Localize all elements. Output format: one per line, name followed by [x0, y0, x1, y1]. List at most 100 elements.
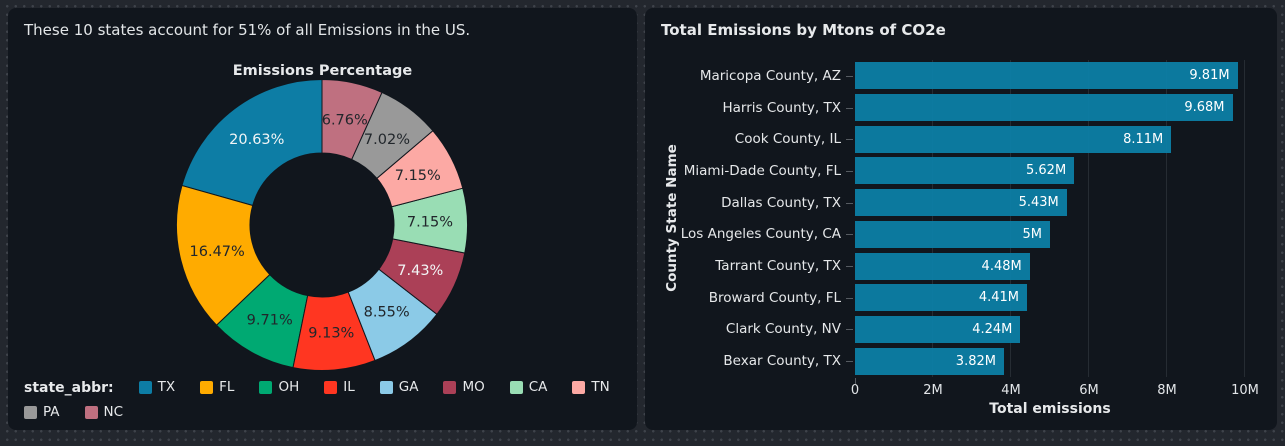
y-axis-tick: [846, 234, 853, 236]
legend-item-CA[interactable]: CA: [509, 378, 548, 397]
legend-item-NC[interactable]: NC: [84, 403, 124, 422]
y-axis-tick: [846, 139, 853, 141]
category-label: Harris County, TX: [722, 99, 841, 116]
pie-slice-label-GA: 8.55%: [364, 305, 410, 321]
legend-swatch-FL: [200, 381, 214, 394]
category-label: Cook County, IL: [734, 131, 841, 148]
bar-value-label: 4.48M: [981, 258, 1022, 274]
y-axis-tick: [846, 75, 853, 77]
legend-item-PA[interactable]: PA: [24, 403, 60, 422]
y-axis-label-row: Clark County, NV: [645, 314, 853, 346]
gridline-2M: [932, 60, 933, 377]
pie-slice-label-CA: 7.15%: [407, 215, 453, 231]
y-axis-label-row: Cook County, IL: [645, 123, 853, 155]
donut-chart: 20.63% 16.47% 9.71% 9.13% 8.55% 7.43% 7.15% 7.1…: [174, 77, 470, 373]
bar-maricopa-county-az[interactable]: 9.81M: [855, 62, 1238, 90]
bar-row: 4.41M: [855, 282, 1245, 314]
legend-item-OH[interactable]: OH: [259, 378, 299, 397]
pie-slice-TX[interactable]: [181, 78, 323, 207]
legend-label: TX: [157, 379, 176, 395]
bar-bexar-county-tx[interactable]: 3.82M: [855, 347, 1004, 375]
category-label: Dallas County, TX: [721, 194, 841, 211]
bar-harris-county-tx[interactable]: 9.68M: [855, 94, 1233, 122]
x-axis-tick-label-10M: 10M: [1231, 383, 1259, 398]
bar-cook-county-il[interactable]: 8.11M: [855, 125, 1172, 153]
y-axis-tick: [846, 266, 853, 268]
gridline-6M: [1088, 60, 1089, 377]
legend-swatch-IL: [324, 381, 338, 394]
category-label: Maricopa County, AZ: [699, 67, 841, 84]
x-axis-tick-label-4M: 4M: [1001, 383, 1021, 398]
bar-row: 5.43M: [855, 187, 1245, 219]
pie-slice-label-FL: 16.47%: [190, 244, 245, 260]
category-label: Bexar County, TX: [723, 353, 841, 370]
y-axis-labels: Maricopa County, AZ Harris County, TX Cook…: [645, 60, 853, 377]
pie-slice-NC[interactable]: [321, 78, 383, 161]
pie-chart-title: Emissions Percentage: [232, 63, 413, 79]
bar-dallas-county-tx[interactable]: 5.43M: [855, 189, 1067, 217]
category-label: Tarrant County, TX: [715, 258, 841, 275]
legend-item-GA[interactable]: GA: [379, 378, 418, 397]
bar-value-label: 9.81M: [1189, 68, 1230, 84]
y-axis-tick: [846, 170, 853, 172]
bar-row: 5.62M: [855, 155, 1245, 187]
bar-value-label: 5.62M: [1026, 163, 1067, 179]
bar-tarrant-county-tx[interactable]: 4.48M: [855, 252, 1030, 280]
pie-slice-label-OH: 9.71%: [247, 313, 293, 329]
y-axis-tick: [846, 297, 853, 299]
bar-row: 9.81M: [855, 60, 1245, 92]
legend-label: MO: [462, 379, 485, 395]
legend-label: IL: [343, 379, 355, 395]
pie-legend: state_abbr: TX FL OH IL GA MO CA TN PA NC: [24, 378, 625, 422]
bar-chart-panel: Total Emissions by Mtons of CO2e County …: [645, 8, 1277, 430]
legend-swatch-GA: [379, 381, 393, 394]
pie-slice-label-MO: 7.43%: [397, 263, 443, 279]
x-axis-zero-tick: [855, 378, 856, 384]
gridlines: [855, 60, 1245, 377]
bar-los-angeles-county-ca[interactable]: 5M: [855, 220, 1050, 248]
y-axis-tick: [846, 361, 853, 363]
pie-slice-label-IL: 9.13%: [308, 326, 354, 342]
gridline-8M: [1166, 60, 1167, 377]
y-axis-label-row: Maricopa County, AZ: [645, 60, 853, 92]
panel-header-text: These 10 states account for 51% of all E…: [24, 21, 471, 39]
bar-value-label: 5.43M: [1018, 195, 1059, 211]
donut-chart-svg: 20.63% 16.47% 9.71% 9.13% 8.55% 7.43% 7.15% 7.1…: [176, 78, 468, 371]
legend-item-MO[interactable]: MO: [443, 378, 485, 397]
legend-label: CA: [528, 379, 548, 395]
bar-row: 8.11M: [855, 123, 1245, 155]
y-axis-label-row: Dallas County, TX: [645, 187, 853, 219]
y-axis-tick: [846, 107, 853, 109]
bar-chart-title: Total Emissions by Mtons of CO2e: [661, 21, 946, 39]
bar-rows: 9.81M 9.68M 8.11M 5.62M 5.43M 5M 4.48M 4.41M 4.2…: [855, 60, 1245, 377]
gridline-4M: [1010, 60, 1011, 377]
bar-value-label: 8.11M: [1123, 131, 1164, 147]
legend-swatch-MO: [443, 381, 457, 394]
legend-item-FL[interactable]: FL: [200, 378, 234, 397]
legend-swatch-PA: [24, 406, 37, 419]
legend-swatch-NC: [84, 406, 98, 419]
bar-value-label: 4.24M: [972, 321, 1013, 337]
legend-item-TX[interactable]: TX: [138, 378, 176, 397]
bar-clark-county-nv[interactable]: 4.24M: [855, 315, 1021, 343]
gridline-10M: [1244, 60, 1245, 377]
legend-swatch-TX: [138, 381, 152, 394]
y-axis-label-row: Los Angeles County, CA: [645, 219, 853, 251]
y-axis-tick: [846, 329, 853, 331]
x-axis-tick-label-0: 0: [850, 383, 860, 398]
legend-item-IL[interactable]: IL: [324, 378, 355, 397]
bar-plot-area: 9.81M 9.68M 8.11M 5.62M 5.43M 5M 4.48M 4.41M 4.2…: [855, 60, 1245, 377]
bar-value-label: 5M: [1022, 226, 1043, 242]
bar-value-label: 9.68M: [1184, 100, 1225, 116]
y-axis-label-row: Miami-Dade County, FL: [645, 155, 853, 187]
legend-label: FL: [219, 379, 235, 395]
category-label: Broward County, FL: [708, 289, 841, 306]
bar-broward-county-fl[interactable]: 4.41M: [855, 284, 1027, 312]
x-axis-tick-labels: 0 2M 4M 6M 8M 10M: [851, 383, 1259, 399]
bar-miami-dade-county-fl[interactable]: 5.62M: [855, 157, 1075, 185]
legend-item-TN[interactable]: TN: [572, 378, 610, 397]
legend-label: NC: [103, 404, 124, 420]
pie-slice-label-NC: 6.76%: [322, 113, 368, 129]
pie-slice-label-TX: 20.63%: [229, 132, 284, 148]
